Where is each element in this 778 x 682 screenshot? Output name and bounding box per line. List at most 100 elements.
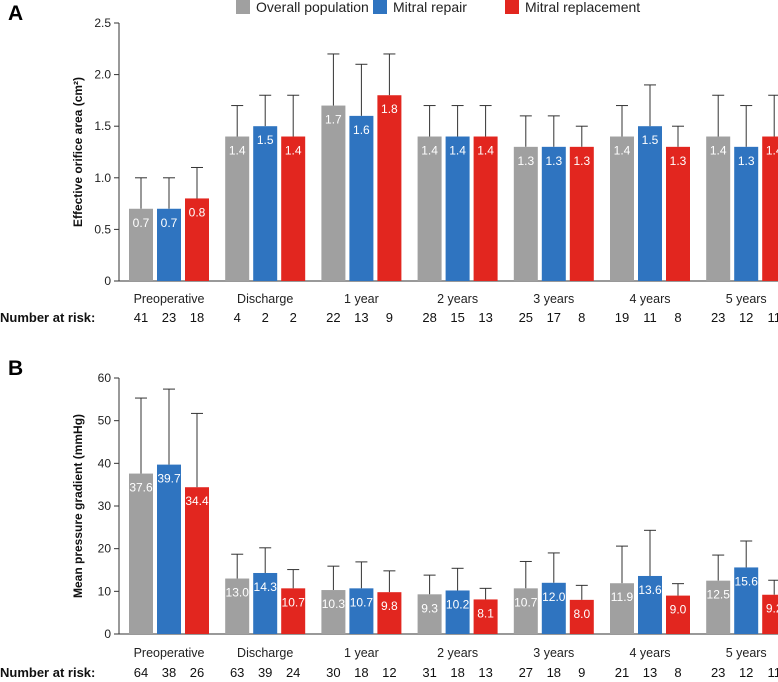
bar bbox=[417, 136, 442, 281]
category-label: Preoperative bbox=[134, 292, 205, 306]
y-tick-label: 20 bbox=[98, 542, 112, 556]
bar-value-label: 1.4 bbox=[614, 144, 631, 158]
bar bbox=[473, 599, 498, 634]
bar bbox=[734, 146, 759, 281]
risk-value: 17 bbox=[547, 310, 561, 325]
legend-swatch-1 bbox=[236, 0, 250, 14]
bar bbox=[706, 580, 731, 634]
y-tick-label: 2.0 bbox=[94, 68, 111, 82]
bar-value-label: 1.3 bbox=[517, 154, 534, 168]
bar-value-label: 0.7 bbox=[133, 216, 150, 230]
bar bbox=[321, 105, 346, 281]
risk-value: 13 bbox=[643, 665, 657, 680]
risk-value: 23 bbox=[711, 665, 725, 680]
bar bbox=[253, 126, 278, 281]
bar-value-label: 9.8 bbox=[381, 599, 398, 613]
category-label: Preoperative bbox=[134, 646, 205, 660]
bar bbox=[417, 594, 442, 634]
risk-value: 12 bbox=[382, 665, 396, 680]
bar bbox=[513, 146, 538, 281]
bar-value-label: 1.8 bbox=[381, 102, 398, 116]
risk-value: 24 bbox=[286, 665, 300, 680]
y-tick-label: 1.0 bbox=[94, 171, 111, 185]
y-tick-label: 50 bbox=[98, 414, 112, 428]
risk-value: 18 bbox=[190, 310, 204, 325]
risk-value: 2 bbox=[290, 310, 297, 325]
bar-value-label: 1.3 bbox=[670, 154, 687, 168]
bar bbox=[349, 588, 374, 634]
bar-value-label: 10.3 bbox=[322, 597, 346, 611]
risk-value: 8 bbox=[674, 310, 681, 325]
bar bbox=[377, 95, 402, 282]
risk-value: 12 bbox=[739, 310, 753, 325]
risk-value: 18 bbox=[354, 665, 368, 680]
bar-value-label: 1.3 bbox=[573, 154, 590, 168]
y-tick-label: 60 bbox=[98, 371, 112, 385]
bar-value-label: 1.4 bbox=[710, 144, 727, 158]
risk-value: 27 bbox=[519, 665, 533, 680]
risk-value: 41 bbox=[134, 310, 148, 325]
risk-value: 63 bbox=[230, 665, 244, 680]
bar bbox=[157, 464, 181, 634]
bar-value-label: 12.5 bbox=[707, 588, 731, 602]
bar-value-label: 39.7 bbox=[157, 472, 181, 486]
bar-value-label: 1.4 bbox=[285, 144, 302, 158]
category-label: 1 year bbox=[344, 646, 379, 660]
bar-value-label: 1.4 bbox=[229, 144, 246, 158]
category-label: 3 years bbox=[533, 646, 574, 660]
risk-value: 8 bbox=[674, 665, 681, 680]
bar bbox=[185, 487, 209, 634]
bar bbox=[185, 198, 209, 281]
bar bbox=[569, 146, 594, 281]
category-label: Discharge bbox=[237, 292, 293, 306]
category-label: 5 years bbox=[726, 292, 767, 306]
bar-value-label: 11.9 bbox=[611, 590, 634, 604]
risk-value: 19 bbox=[615, 310, 629, 325]
bar-value-label: 15.6 bbox=[735, 574, 759, 588]
risk-value: 28 bbox=[422, 310, 436, 325]
bar-value-label: 1.3 bbox=[738, 154, 755, 168]
bar-value-label: 37.6 bbox=[129, 481, 153, 495]
bar bbox=[445, 590, 470, 634]
bar-value-label: 10.7 bbox=[514, 595, 538, 609]
bar bbox=[569, 599, 594, 634]
risk-value: 30 bbox=[326, 665, 340, 680]
risk-value: 23 bbox=[711, 310, 725, 325]
bar-value-label: 9.3 bbox=[421, 601, 438, 615]
legend-label-1: Overall population bbox=[256, 0, 369, 15]
y-tick-label: 30 bbox=[98, 499, 112, 513]
bar-value-label: 8.1 bbox=[477, 606, 494, 620]
bar bbox=[253, 572, 278, 634]
bar-value-label: 12.0 bbox=[542, 590, 566, 604]
bar bbox=[321, 590, 346, 634]
bar bbox=[377, 592, 402, 634]
risk-value: 39 bbox=[258, 665, 272, 680]
bar bbox=[762, 136, 778, 281]
category-label: 4 years bbox=[630, 646, 671, 660]
y-tick-label: 0.5 bbox=[94, 222, 111, 236]
y-tick-label: 10 bbox=[98, 584, 112, 598]
bar bbox=[281, 136, 306, 281]
bar bbox=[129, 473, 153, 634]
bar bbox=[638, 126, 662, 281]
legend-label-2: Mitral repair bbox=[393, 0, 467, 15]
risk-value: 2 bbox=[262, 310, 269, 325]
bar bbox=[666, 146, 690, 281]
bar-value-label: 1.4 bbox=[421, 144, 438, 158]
bar bbox=[225, 578, 250, 634]
bar bbox=[666, 595, 690, 634]
bar-value-label: 14.3 bbox=[254, 580, 278, 594]
risk-row-label: Number at risk: bbox=[0, 310, 95, 325]
category-label: 3 years bbox=[533, 292, 574, 306]
bar bbox=[541, 582, 566, 634]
y-tick-label: 2.5 bbox=[94, 16, 111, 30]
category-label: 2 years bbox=[437, 292, 478, 306]
bar-value-label: 9.2 bbox=[766, 602, 778, 616]
risk-value: 13 bbox=[478, 310, 492, 325]
category-label: Discharge bbox=[237, 646, 293, 660]
y-axis-title: Mean pressure gradient (mmHg) bbox=[71, 414, 85, 598]
y-tick-label: 40 bbox=[98, 456, 112, 470]
bar-value-label: 1.3 bbox=[545, 154, 562, 168]
bar bbox=[610, 583, 634, 634]
bar bbox=[513, 588, 538, 634]
